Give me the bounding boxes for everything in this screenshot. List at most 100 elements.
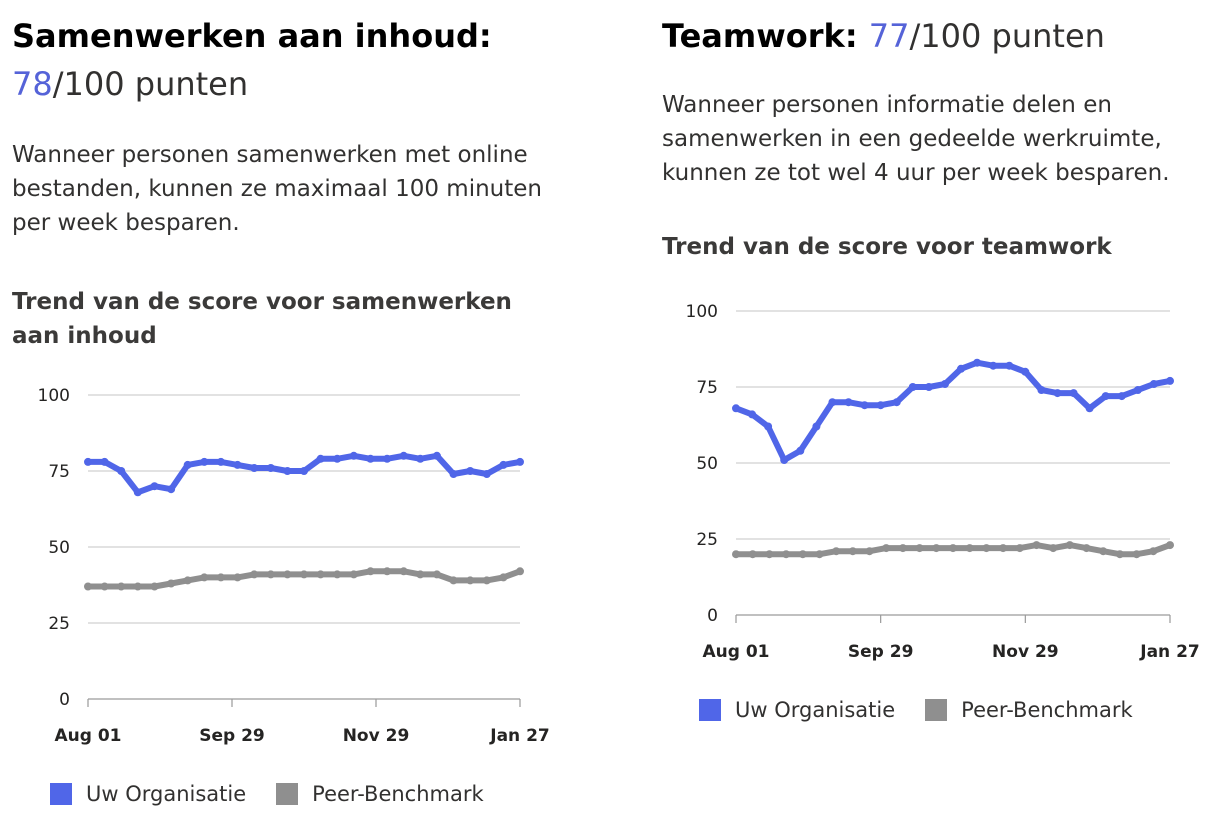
data-point bbox=[1049, 544, 1058, 553]
data-point bbox=[266, 570, 275, 579]
panel-content-collaboration: Samenwerken aan inhoud: 78/100 punten Wa… bbox=[12, 0, 572, 353]
data-point bbox=[183, 576, 192, 585]
data-point bbox=[1166, 376, 1174, 385]
data-point bbox=[815, 550, 824, 559]
data-point bbox=[250, 464, 259, 472]
data-point bbox=[1015, 544, 1024, 553]
data-point bbox=[1115, 550, 1124, 559]
legend-swatch-peer bbox=[925, 699, 948, 721]
legend-item-peer: Peer-Benchmark bbox=[276, 782, 484, 806]
legend-right: Uw Organisatie Peer-Benchmark bbox=[699, 698, 1163, 722]
data-point bbox=[449, 470, 458, 478]
data-point bbox=[200, 573, 209, 582]
data-point bbox=[949, 544, 957, 553]
data-point bbox=[1166, 541, 1174, 550]
data-point bbox=[333, 454, 342, 463]
y-tick-label: 75 bbox=[696, 378, 718, 398]
score-value: 77 bbox=[868, 17, 910, 55]
data-point bbox=[349, 570, 358, 579]
data-point bbox=[216, 573, 225, 582]
data-point bbox=[250, 570, 259, 579]
data-point bbox=[1101, 392, 1110, 401]
data-point bbox=[1053, 389, 1062, 398]
data-point bbox=[133, 582, 142, 591]
legend-item-org: Uw Organisatie bbox=[699, 698, 895, 722]
data-point bbox=[876, 401, 885, 410]
data-point bbox=[908, 383, 917, 391]
data-point bbox=[957, 364, 965, 373]
data-point bbox=[100, 582, 109, 591]
data-point bbox=[1037, 386, 1046, 394]
legend-item-org: Uw Organisatie bbox=[50, 782, 246, 806]
y-tick-label: 25 bbox=[48, 614, 70, 634]
data-point bbox=[764, 422, 773, 431]
data-point bbox=[233, 573, 242, 582]
data-point bbox=[732, 550, 740, 559]
data-point bbox=[399, 567, 408, 576]
data-point bbox=[200, 457, 209, 466]
x-tick-label: Jan 27 bbox=[1139, 642, 1199, 662]
data-point bbox=[383, 567, 392, 576]
data-point bbox=[1065, 541, 1074, 550]
panel-teamwork: Teamwork: 77/100 punten Wanneer personen… bbox=[662, 0, 1210, 264]
score-line: 78/100 punten bbox=[12, 60, 572, 108]
y-tick-label: 75 bbox=[48, 462, 70, 482]
data-point bbox=[965, 544, 974, 553]
data-point bbox=[117, 582, 126, 591]
data-point bbox=[133, 488, 142, 497]
data-point bbox=[167, 579, 176, 588]
data-point bbox=[732, 404, 740, 413]
score-suffix: /100 punten bbox=[909, 17, 1105, 55]
legend-swatch-org bbox=[699, 699, 721, 721]
data-point bbox=[499, 573, 508, 582]
x-tick-label: Aug 01 bbox=[702, 642, 769, 662]
data-point bbox=[812, 422, 821, 431]
data-point bbox=[482, 576, 491, 585]
series-line-org bbox=[733, 359, 1173, 463]
data-point bbox=[782, 550, 791, 559]
panel-description: Wanneer personen informatie delen en sam… bbox=[662, 92, 1170, 186]
data-point bbox=[999, 544, 1008, 553]
data-point bbox=[848, 547, 857, 556]
data-point bbox=[798, 550, 807, 559]
data-point bbox=[183, 460, 192, 469]
y-tick-label: 0 bbox=[59, 690, 70, 710]
data-point bbox=[84, 457, 92, 466]
data-point bbox=[1032, 541, 1041, 550]
legend-swatch-peer bbox=[276, 783, 299, 805]
data-point bbox=[316, 570, 325, 579]
chart-content-collaboration: 0 25 50 75 100 Aug 01 Sep 29 Nov 29 Jan 27 bbox=[38, 386, 550, 746]
data-point bbox=[1021, 367, 1030, 376]
x-tick-label: Nov 29 bbox=[992, 642, 1059, 662]
data-point bbox=[1099, 547, 1108, 556]
trend-title: Trend van de score voor samenwerken aan … bbox=[12, 289, 512, 349]
legend-swatch-org bbox=[50, 783, 72, 805]
y-tick-label: 100 bbox=[686, 302, 718, 322]
data-point bbox=[482, 470, 491, 478]
legend-label-peer: Peer-Benchmark bbox=[961, 698, 1133, 722]
data-point bbox=[780, 456, 789, 464]
data-point bbox=[150, 582, 159, 591]
data-point bbox=[1133, 386, 1142, 394]
x-tick-label: Sep 29 bbox=[848, 642, 914, 662]
data-point bbox=[1149, 380, 1158, 388]
data-point bbox=[1082, 544, 1091, 553]
data-point bbox=[1117, 392, 1126, 401]
data-point bbox=[316, 454, 325, 463]
x-tick-label: Nov 29 bbox=[343, 726, 410, 746]
y-tick-label: 25 bbox=[696, 530, 718, 550]
data-point bbox=[100, 457, 109, 466]
data-point bbox=[898, 544, 907, 553]
panel-description: Wanneer personen samenwerken met online … bbox=[12, 142, 542, 236]
x-tick-label: Sep 29 bbox=[199, 726, 265, 746]
data-point bbox=[233, 460, 242, 469]
data-point bbox=[1132, 550, 1141, 559]
data-point bbox=[516, 567, 524, 576]
data-point bbox=[466, 576, 475, 585]
data-point bbox=[1149, 547, 1158, 556]
data-point bbox=[844, 398, 853, 407]
data-point bbox=[150, 482, 159, 491]
legend-item-peer: Peer-Benchmark bbox=[925, 698, 1133, 722]
data-point bbox=[399, 451, 408, 460]
x-tick-label: Aug 01 bbox=[54, 726, 121, 746]
